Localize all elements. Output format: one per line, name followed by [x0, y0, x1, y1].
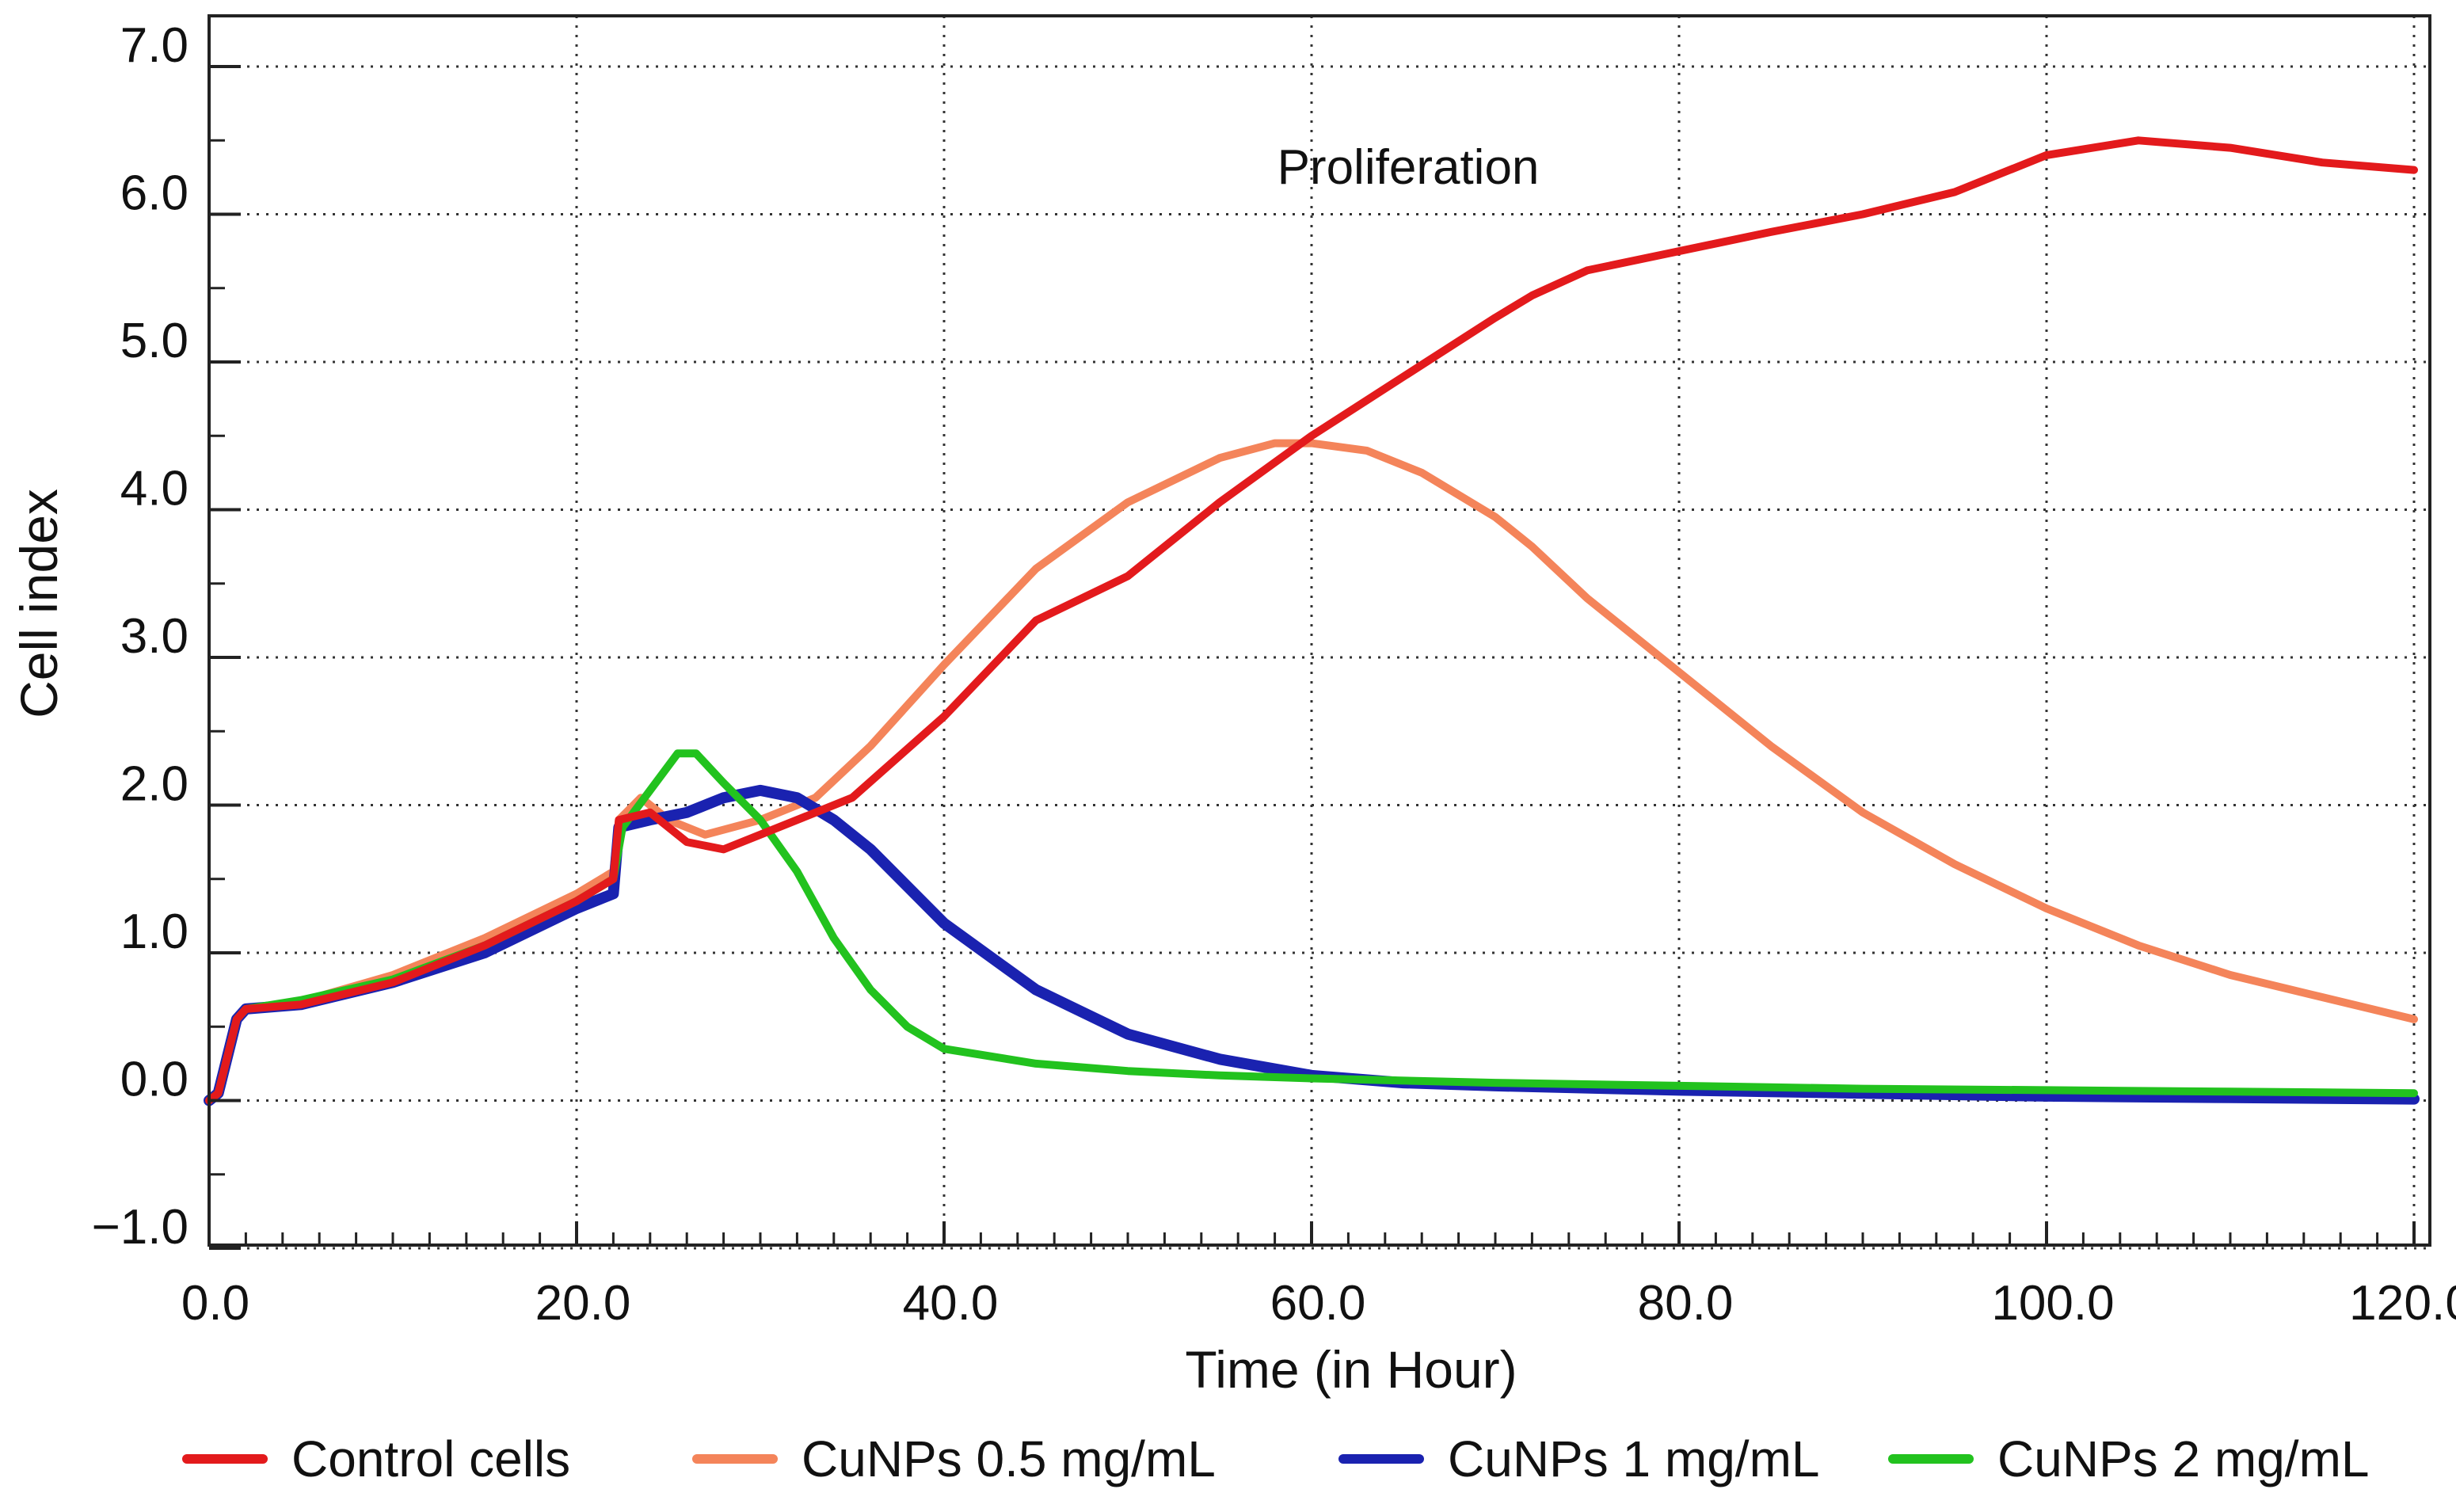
x-tick-label: 60.0 — [1270, 1276, 1366, 1331]
y-tick-label: 5.0 — [120, 314, 188, 368]
axis-ticks: 7.0 6.0 5.0 4.0 3.0 2.0 1.0 0.0 −1.0 0.0 20.0 40.0 6… — [92, 18, 2456, 1331]
y-tick-label: 0.0 — [120, 1053, 188, 1107]
y-tick-label: 3.0 — [120, 609, 188, 664]
x-tick-label: 40.0 — [903, 1276, 999, 1331]
legend: Control cells CuNPs 0.5 mg/mL CuNPs 1 mg/m… — [182, 1430, 2369, 1487]
y-axis-title: Cell index — [10, 489, 68, 718]
y-tick-label: 2.0 — [120, 757, 188, 812]
x-axis-title: Time (in Hour) — [1185, 1340, 1517, 1399]
y-tick-label: 6.0 — [120, 166, 188, 221]
legend-label: CuNPs 0.5 mg/mL — [802, 1430, 1216, 1487]
y-tick-label: −1.0 — [92, 1200, 188, 1255]
proliferation-annotation: Proliferation — [1278, 140, 1540, 195]
legend-label: CuNPs 1 mg/mL — [1448, 1430, 1819, 1487]
x-tick-label: 80.0 — [1638, 1276, 1734, 1331]
y-tick-label: 7.0 — [120, 18, 188, 73]
x-tick-label: 0.0 — [181, 1276, 249, 1331]
series-line-control-cells — [205, 136, 2418, 1105]
y-tick-label: 4.0 — [120, 462, 188, 516]
y-tick-label: 1.0 — [120, 905, 188, 959]
plot-frame — [208, 14, 2431, 1247]
legend-label: CuNPs 2 mg/mL — [1997, 1430, 2369, 1487]
x-tick-label: 100.0 — [1991, 1276, 2114, 1331]
x-tick-label: 120.0 — [2349, 1276, 2456, 1331]
legend-label: Control cells — [291, 1430, 570, 1487]
series-layer — [204, 136, 2420, 1106]
series-line-cunps-0-5-mg-ml — [205, 439, 2418, 1105]
x-tick-label: 20.0 — [535, 1276, 631, 1331]
